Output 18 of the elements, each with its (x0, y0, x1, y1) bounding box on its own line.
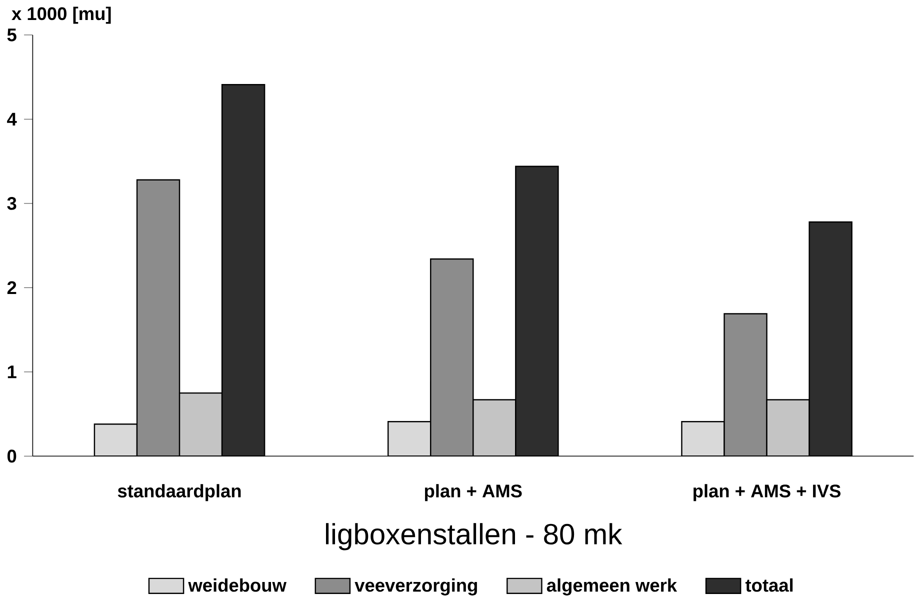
x-axis-title: ligboxenstallen - 80 mk (326, 523, 622, 550)
legend-label: veeverzorging (354, 578, 477, 596)
x-tick-label: plan + AMS + IVS (694, 484, 840, 502)
y-tick-label: 3 (7, 197, 16, 210)
bar (808, 221, 852, 456)
y-tick-label: 5 (7, 28, 16, 42)
legend-label: algemeen werk (546, 578, 678, 596)
y-tick-label: 0 (7, 450, 16, 463)
bar (515, 166, 559, 456)
y-tick-label: 1 (8, 366, 16, 378)
y-axis-title: x 1000 [mu] (12, 6, 111, 24)
y-tick-label: 4 (7, 113, 17, 126)
legend-label: totaal (745, 578, 793, 592)
x-tick-label: standaardplan (118, 484, 241, 502)
legend-label: weidebouw (188, 578, 286, 592)
y-tick-label: 2 (7, 281, 16, 294)
x-tick-label: plan + AMS (424, 484, 522, 502)
bar (221, 84, 266, 456)
